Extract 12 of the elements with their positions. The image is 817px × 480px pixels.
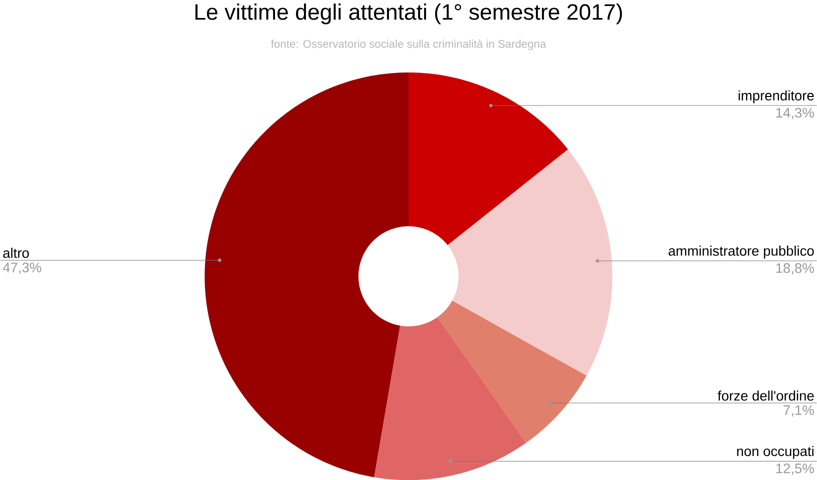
slice-label: amministratore pubblico [668,246,814,258]
data-label: 7,1% [784,405,814,417]
data-label: 12,5% [776,463,814,475]
chart-subtitle: fonte: Osservatorio sociale sulla criminalità in Sardegna [271,39,546,50]
data-label: 14,3% [776,108,814,120]
slice-label: forze dell'ordine [718,390,814,401]
slice-label: non occupati [737,446,814,459]
slice-label: imprenditore [738,90,814,104]
chart-title: Le vittime degli attentati (1° semestre 2017) [195,3,622,24]
data-label: 18,8% [776,263,814,274]
data-label: 47,3% [2,262,42,274]
slice-label: altro [3,248,29,258]
